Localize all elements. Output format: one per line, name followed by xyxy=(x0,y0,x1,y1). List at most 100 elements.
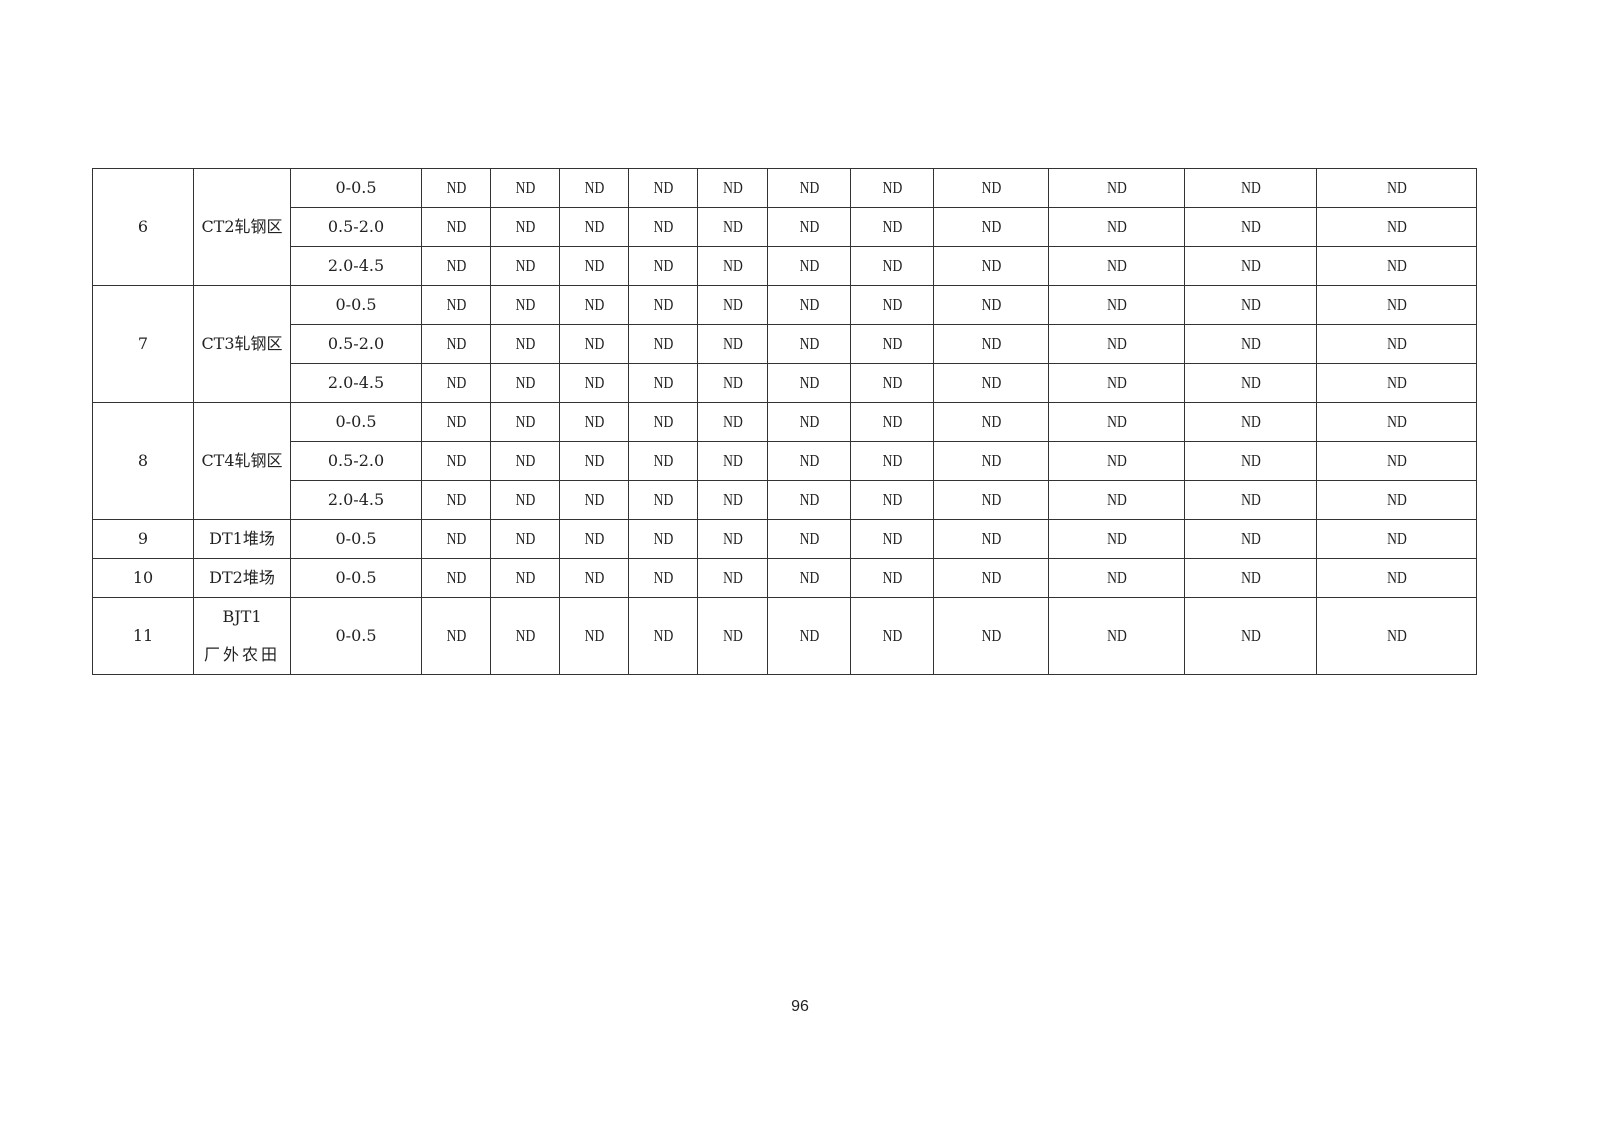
page-number: 96 xyxy=(791,998,809,1015)
result-cell: ND xyxy=(1061,480,1172,520)
result-cell: ND xyxy=(635,168,692,208)
result-cell: ND xyxy=(566,324,622,364)
result-cell: ND xyxy=(496,285,553,325)
result-cell: ND xyxy=(1332,519,1461,559)
result-cell: ND xyxy=(1197,441,1304,481)
result-cell: ND xyxy=(858,324,926,364)
result-cell: ND xyxy=(1332,324,1461,364)
depth-range: 0-0.5 xyxy=(290,402,422,442)
result-cell: ND xyxy=(1197,480,1304,520)
result-cell: ND xyxy=(1061,285,1172,325)
result-cell: ND xyxy=(427,519,485,559)
result-cell: ND xyxy=(1061,441,1172,481)
result-cell: ND xyxy=(427,324,485,364)
result-cell: ND xyxy=(1332,168,1461,208)
depth-range: 0-0.5 xyxy=(290,597,422,675)
result-cell: ND xyxy=(496,246,553,286)
table-row: 0.5-2.0 ND ND ND ND ND ND ND ND ND ND ND xyxy=(93,207,1477,247)
table-row: 0.5-2.0 ND ND ND ND ND ND ND ND ND ND ND xyxy=(93,441,1477,481)
result-cell: ND xyxy=(1061,363,1172,403)
result-cell: ND xyxy=(704,246,761,286)
result-cell: ND xyxy=(944,168,1038,208)
result-cell: ND xyxy=(704,597,761,675)
depth-range: 2.0-4.5 xyxy=(290,363,422,403)
result-cell: ND xyxy=(1061,597,1172,675)
result-cell: ND xyxy=(704,402,761,442)
result-cell: ND xyxy=(858,558,926,598)
result-cell: ND xyxy=(704,168,761,208)
result-cell: ND xyxy=(775,480,843,520)
sample-site: DT2堆场 xyxy=(193,558,291,598)
sample-number: 11 xyxy=(92,597,194,675)
result-cell: ND xyxy=(635,480,692,520)
sample-site: CT2轧钢区 xyxy=(193,168,291,286)
result-cell: ND xyxy=(566,441,622,481)
result-cell: ND xyxy=(775,441,843,481)
result-cell: ND xyxy=(775,558,843,598)
sample-site: CT4轧钢区 xyxy=(193,402,291,520)
sample-number: 6 xyxy=(92,168,194,286)
result-cell: ND xyxy=(566,480,622,520)
table-row: 11 BJT1 厂外农田 0-0.5 ND ND ND ND ND ND ND ND ND ND ND xyxy=(92,597,1477,675)
result-cell: ND xyxy=(427,168,485,208)
result-cell: ND xyxy=(1197,519,1304,559)
result-cell: ND xyxy=(858,402,926,442)
result-cell: ND xyxy=(1197,207,1304,247)
result-cell: ND xyxy=(775,285,843,325)
result-cell: ND xyxy=(704,285,761,325)
result-cell: ND xyxy=(704,441,761,481)
result-cell: ND xyxy=(1061,168,1172,208)
result-cell: ND xyxy=(944,285,1038,325)
result-cell: ND xyxy=(775,519,843,559)
result-cell: ND xyxy=(1061,519,1172,559)
result-cell: ND xyxy=(775,168,843,208)
table-row: 10 DT2堆场 0-0.5 ND ND ND ND ND ND ND ND ND ND ND xyxy=(92,558,1477,598)
result-cell: ND xyxy=(1332,363,1461,403)
sample-site: BJT1 厂外农田 xyxy=(193,597,291,675)
result-cell: ND xyxy=(496,207,553,247)
sample-number: 8 xyxy=(92,402,194,520)
result-cell: ND xyxy=(635,519,692,559)
result-cell: ND xyxy=(566,597,622,675)
depth-range: 0-0.5 xyxy=(290,285,422,325)
result-cell: ND xyxy=(427,480,485,520)
result-cell: ND xyxy=(1061,324,1172,364)
result-cell: ND xyxy=(704,558,761,598)
depth-range: 0.5-2.0 xyxy=(290,207,422,247)
depth-range: 0-0.5 xyxy=(290,519,422,559)
table-row: 8 CT4轧钢区 0-0.5 ND ND ND ND ND ND ND ND ND ND ND xyxy=(92,402,1477,520)
result-cell: ND xyxy=(496,402,553,442)
result-cell: ND xyxy=(944,480,1038,520)
result-cell: ND xyxy=(944,597,1038,675)
result-cell: ND xyxy=(496,363,553,403)
result-cell: ND xyxy=(858,285,926,325)
result-cell: ND xyxy=(496,441,553,481)
table-row: 2.0-4.5 ND ND ND ND ND ND ND ND ND ND ND xyxy=(93,246,1477,286)
result-cell: ND xyxy=(1197,168,1304,208)
result-cell: ND xyxy=(775,324,843,364)
result-cell: ND xyxy=(566,558,622,598)
depth-range: 0.5-2.0 xyxy=(290,441,422,481)
result-cell: ND xyxy=(427,246,485,286)
result-cell: ND xyxy=(635,207,692,247)
table-row: 9 DT1堆场 0-0.5 ND ND ND ND ND ND ND ND ND ND ND xyxy=(92,519,1477,559)
result-cell: ND xyxy=(635,246,692,286)
result-cell: ND xyxy=(944,246,1038,286)
sample-site: DT1堆场 xyxy=(193,519,291,559)
result-cell: ND xyxy=(1197,402,1304,442)
result-cell: ND xyxy=(1061,207,1172,247)
result-cell: ND xyxy=(496,324,553,364)
result-cell: ND xyxy=(427,558,485,598)
result-cell: ND xyxy=(944,363,1038,403)
result-cell: ND xyxy=(427,441,485,481)
result-cell: ND xyxy=(704,207,761,247)
result-cell: ND xyxy=(496,519,553,559)
result-cell: ND xyxy=(1332,246,1461,286)
depth-range: 2.0-4.5 xyxy=(290,480,422,520)
result-cell: ND xyxy=(635,324,692,364)
result-cell: ND xyxy=(704,324,761,364)
result-cell: ND xyxy=(427,207,485,247)
result-cell: ND xyxy=(566,207,622,247)
result-cell: ND xyxy=(944,558,1038,598)
result-cell: ND xyxy=(496,558,553,598)
